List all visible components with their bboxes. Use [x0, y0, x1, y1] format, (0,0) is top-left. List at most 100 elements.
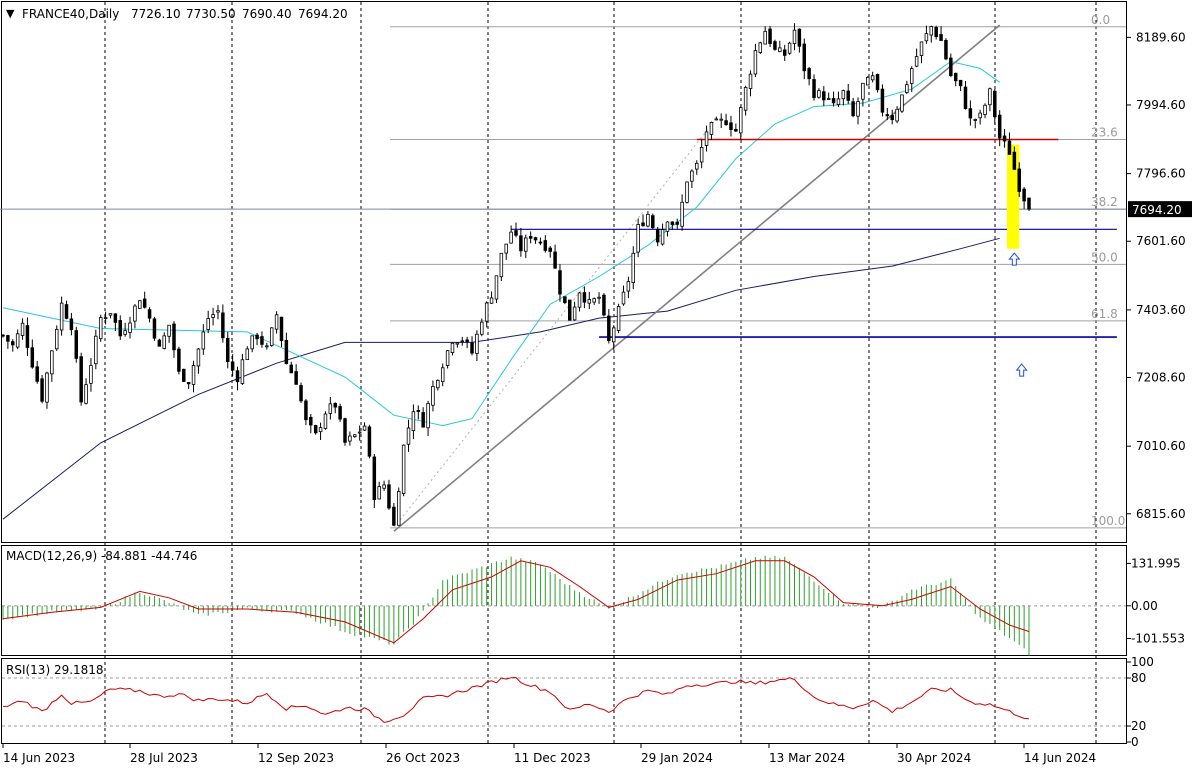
rsi-tick-label: 20	[1131, 719, 1146, 733]
candle-body	[504, 243, 508, 254]
candle-body	[836, 98, 841, 105]
candle-body	[929, 26, 934, 36]
price-pane[interactable]	[1, 1, 1127, 543]
rsi-title: RSI(13) 29.1818	[6, 663, 104, 677]
candle-body	[641, 222, 645, 227]
candle-body	[509, 231, 513, 244]
up-arrow-icon	[1008, 252, 1021, 266]
candle-body	[289, 364, 294, 374]
candle-body	[1027, 197, 1031, 210]
candle-body	[79, 356, 83, 403]
long-moving-average	[2, 237, 1000, 520]
header-arrow[interactable]: ▼	[6, 7, 15, 20]
retracement-line	[393, 118, 717, 529]
price-tick-label: 7403.60	[1136, 303, 1186, 317]
candle-body	[768, 28, 772, 44]
candle-body	[499, 252, 504, 278]
candle-body	[704, 131, 709, 146]
candle-body	[621, 291, 626, 305]
candle-body	[54, 329, 59, 350]
candle-body	[123, 330, 127, 335]
candle-body	[1, 334, 5, 337]
candle-body	[939, 34, 943, 41]
candle-body	[484, 302, 489, 322]
candle-body	[406, 427, 411, 445]
candle-body	[74, 330, 79, 359]
candle-body	[753, 50, 758, 75]
candle-body	[333, 403, 337, 408]
candle-body	[914, 56, 919, 67]
candle-body	[269, 327, 274, 346]
candle-body	[494, 275, 499, 300]
candle-body	[30, 347, 35, 368]
candle-body	[313, 425, 318, 434]
candle-body	[748, 73, 753, 89]
candle-body	[450, 342, 455, 353]
candle-body	[851, 101, 855, 117]
candle-body	[909, 68, 914, 84]
candle-body	[69, 318, 74, 331]
rsi-indicator: 100 80 20 0	[2, 655, 1154, 749]
candle-body	[411, 411, 416, 431]
time-tick-label: 28 Jul 2023	[130, 751, 198, 765]
candle-body	[695, 162, 699, 170]
candle-body	[983, 104, 987, 115]
candle-body	[602, 294, 606, 316]
macd-tick-label: 131.995	[1131, 556, 1181, 570]
macd-pane[interactable]	[1, 545, 1127, 656]
candle-body	[631, 252, 636, 284]
candle-body	[709, 121, 714, 135]
rsi-tick-label: 80	[1131, 671, 1146, 685]
candle-body	[553, 251, 557, 269]
candle-body	[401, 444, 406, 494]
time-tick-label: 29 Jan 2024	[641, 751, 713, 765]
candle-body	[636, 224, 640, 253]
candle-body	[431, 386, 435, 406]
fib-label: 23.6	[1091, 126, 1118, 140]
price-tick-label: 7601.60	[1136, 234, 1186, 248]
candle-body	[519, 235, 523, 252]
candle-body	[103, 317, 108, 319]
candle-body	[470, 342, 474, 354]
candle-body	[885, 114, 890, 117]
time-tick-label: 26 Oct 2023	[386, 751, 460, 765]
candle-body	[719, 118, 723, 121]
candle-body	[157, 339, 162, 347]
time-tick-label: 13 Mar 2024	[769, 751, 845, 765]
candle-body	[567, 299, 572, 321]
candle-body	[890, 115, 894, 121]
candle-body	[900, 94, 904, 112]
fib-label: 61.8	[1091, 307, 1118, 321]
candle-body	[460, 340, 465, 343]
candle-body	[6, 335, 10, 342]
candle-body	[480, 321, 484, 335]
candle-body	[318, 427, 323, 433]
candle-body	[172, 323, 176, 351]
candle-body	[582, 292, 587, 303]
candle-body	[396, 491, 401, 526]
fib-label: 50.0	[1091, 250, 1118, 264]
price-axis: 8189.60 7994.60 7796.60 7601.60 7403.60 7208.…	[1126, 30, 1192, 521]
candle-body	[685, 181, 689, 203]
candle-body	[284, 339, 289, 365]
rsi-pane[interactable]	[1, 658, 1127, 744]
candle-body	[206, 318, 210, 330]
candle-body	[162, 335, 166, 349]
candle-body	[655, 228, 660, 243]
candle-body	[416, 409, 421, 412]
candle-body	[919, 41, 924, 57]
candle-body	[880, 88, 885, 113]
candle-body	[89, 365, 93, 384]
candle-body	[367, 426, 372, 457]
candle-body	[651, 215, 655, 229]
low-value: 7690.40	[242, 7, 292, 21]
candle-body	[382, 484, 386, 489]
candle-body	[861, 82, 865, 100]
candle-body	[973, 119, 978, 121]
candle-body	[611, 327, 616, 343]
candle-body	[440, 367, 445, 383]
candle-body	[94, 335, 98, 365]
candle-body	[362, 425, 367, 431]
rsi-tick-label: 0	[1131, 735, 1139, 749]
